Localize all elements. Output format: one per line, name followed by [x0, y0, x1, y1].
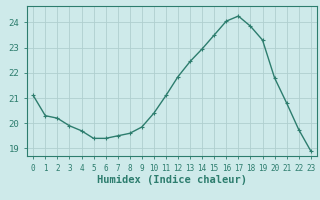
X-axis label: Humidex (Indice chaleur): Humidex (Indice chaleur) [97, 175, 247, 185]
